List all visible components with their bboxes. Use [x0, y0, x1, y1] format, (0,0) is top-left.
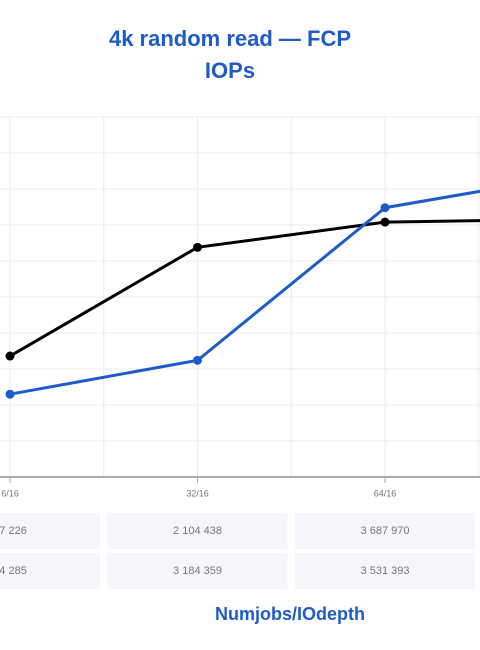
- point: [5, 351, 15, 361]
- x-tick-label: 32/16: [186, 488, 209, 498]
- table-cell-bg: [0, 513, 100, 549]
- point: [5, 389, 15, 399]
- x-axis-title: Numjobs/IOdepth: [215, 604, 365, 624]
- table-cell: 64 285: [0, 565, 27, 577]
- series-line: [9, 189, 480, 396]
- table-cell: 3 184 359: [173, 565, 222, 577]
- chart-title: 4k random read — FCP: [109, 26, 351, 51]
- table-cell: 3 687 970: [361, 525, 410, 537]
- point: [193, 242, 202, 252]
- table-cell-bg: [295, 513, 475, 549]
- point: [193, 355, 202, 365]
- table-cell-bg: [0, 553, 100, 589]
- table-cell: 3 531 393: [361, 565, 410, 577]
- table-cell: 2 104 438: [173, 525, 222, 537]
- x-tick-label: 6/16: [1, 488, 19, 498]
- chart-title: IOPs: [205, 58, 255, 83]
- table-cell-bg: [107, 553, 288, 589]
- table-cell-bg: [295, 553, 475, 589]
- table-cell-bg: [107, 513, 288, 549]
- point: [380, 203, 390, 213]
- x-tick-label: 64/16: [374, 488, 397, 498]
- table-cell: 67 226: [0, 525, 27, 537]
- point: [380, 217, 390, 227]
- series-line: [9, 219, 480, 358]
